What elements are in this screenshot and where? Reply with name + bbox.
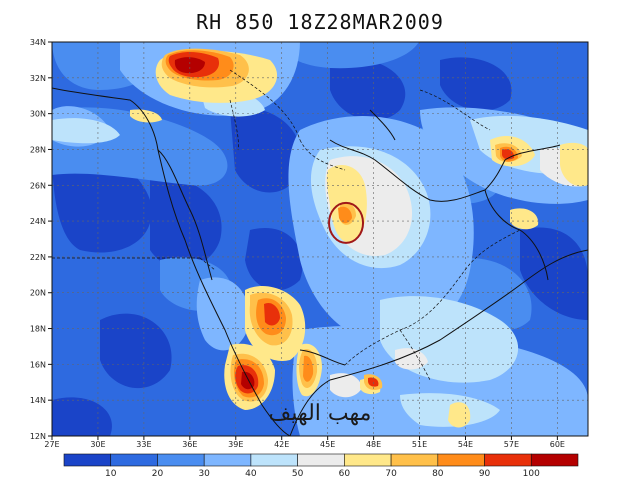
colorbar-label: 10 [105, 469, 117, 479]
plot-frame [51, 41, 589, 437]
colorbar-swatch [157, 453, 205, 467]
colorbar-label: 80 [432, 469, 444, 479]
lat-label: 22N [30, 253, 46, 262]
lon-label: 33E [136, 440, 151, 449]
lon-label: 39E [228, 440, 243, 449]
lat-label: 34N [30, 38, 46, 47]
watermark-text: مهب الهيف [269, 401, 372, 426]
lat-label: 24N [30, 217, 46, 226]
lon-label: 51E [412, 440, 427, 449]
lat-label: 32N [30, 74, 46, 83]
lon-label: 42E [274, 440, 289, 449]
colorbar-swatch [530, 453, 579, 467]
longitude-labels: 27E 30E 33E 36E 39E 42E 45E 48E 51E 54E 57E 60E [44, 436, 565, 449]
dry-region-layer [52, 57, 588, 436]
colorbar-label: 20 [152, 469, 164, 479]
latitude-labels: 34N 32N 30N 28N 26N 24N 22N 20N 18N 16N 14N 12N [30, 38, 52, 441]
lon-label: 57E [504, 440, 519, 449]
colorbar-label: 100 [523, 469, 540, 479]
lat-label: 20N [30, 289, 46, 298]
colorbar-swatch [203, 453, 252, 467]
lon-label: 54E [458, 440, 473, 449]
colorbar-swatch [437, 453, 485, 467]
colorbar-swatch [344, 453, 392, 467]
lon-label: 60E [550, 440, 565, 449]
lat-label: 30N [30, 110, 46, 119]
lat-label: 26N [30, 181, 46, 190]
coastlines [52, 87, 588, 436]
colorbar-swatch [110, 453, 158, 467]
political-borders [52, 69, 521, 381]
highlight-circle [328, 201, 365, 244]
lon-label: 48E [366, 440, 381, 449]
lon-label: 30E [90, 440, 105, 449]
colorbar-label: 70 [385, 469, 397, 479]
lat-label: 12N [30, 432, 46, 441]
lat-label: 28N [30, 145, 46, 154]
colorbar-swatch [390, 453, 439, 467]
lon-label: 45E [320, 440, 335, 449]
lon-label: 27E [44, 440, 59, 449]
colorbar-swatch [63, 453, 112, 467]
lat-label: 14N [30, 396, 46, 405]
colorbar-swatch [484, 453, 532, 467]
lat-label: 18N [30, 325, 46, 334]
map-title: RH 850 18Z28MAR2009 [196, 10, 444, 34]
lon-label: 36E [182, 440, 197, 449]
colorbar-swatch [297, 453, 345, 467]
lat-label: 16N [30, 360, 46, 369]
lat-lon-grid [52, 42, 588, 436]
colorbar-label: 60 [339, 469, 351, 479]
colorbar-label: 30 [198, 469, 210, 479]
colorbar-label: 90 [479, 469, 491, 479]
colorbar-label: 40 [245, 469, 257, 479]
colorbar-label: 50 [292, 469, 304, 479]
colorbar-swatch [250, 453, 298, 467]
colorbar: 10 20 30 40 50 60 70 80 90 100 [63, 453, 579, 479]
